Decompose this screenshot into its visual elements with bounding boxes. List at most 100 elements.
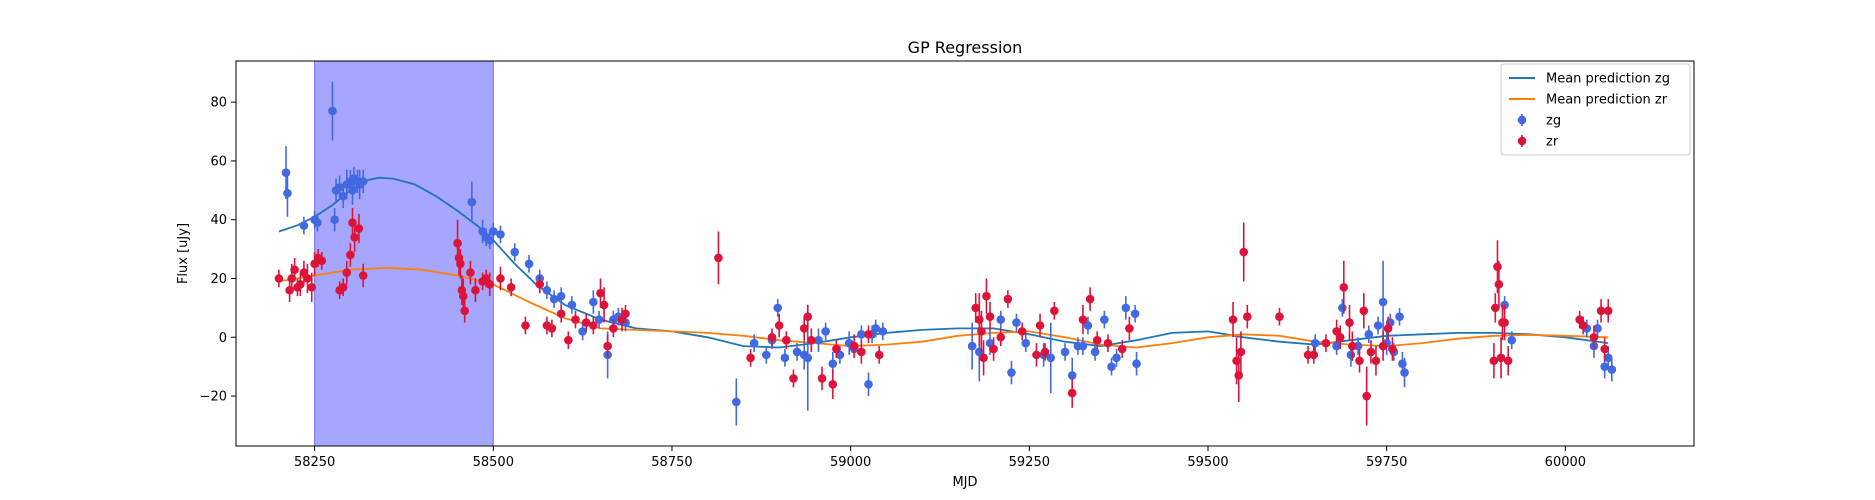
zr-data-point <box>1371 356 1381 366</box>
zg-data-point <box>814 335 823 345</box>
zr-data-point <box>849 341 859 351</box>
zg-data-point <box>335 183 344 192</box>
legend-marker-swatch <box>1517 115 1527 125</box>
zg-data-point <box>328 106 337 116</box>
zg-data-point <box>1600 362 1609 371</box>
zr-data-point <box>1378 341 1388 351</box>
zg-data-point <box>1078 341 1088 351</box>
zr-data-point <box>807 335 816 345</box>
zg-data-point <box>1132 359 1141 369</box>
legend-entry-label: Mean prediction zg <box>1546 72 1670 87</box>
zr-data-point <box>817 374 827 383</box>
zr-data-point <box>982 291 991 301</box>
x-tick-label: 58750 <box>651 455 692 470</box>
zr-data-point <box>535 280 545 289</box>
legend-box <box>1500 63 1691 156</box>
zg-data-point <box>1012 318 1021 327</box>
zr-data-point <box>354 224 364 233</box>
zr-data-point <box>1032 350 1041 360</box>
zg-data-point <box>578 327 587 336</box>
zr-data-point <box>456 259 465 269</box>
zr-data-point <box>857 347 866 357</box>
zg-data-point <box>762 350 771 360</box>
zr-data-point <box>1339 282 1349 292</box>
zr-data-point <box>621 309 630 319</box>
zr-data-point <box>338 282 348 292</box>
zr-data-point <box>1309 350 1319 360</box>
zr-data-point <box>581 318 591 327</box>
zr-data-point <box>1234 371 1244 380</box>
zg-data-point <box>1400 368 1409 377</box>
zr-data-point <box>874 350 884 360</box>
zg-data-point <box>773 303 783 313</box>
zr-data-point <box>1275 312 1284 321</box>
zr-data-point <box>1085 294 1095 304</box>
y-tick-label: −20 <box>200 390 227 405</box>
zr-data-point <box>767 332 777 342</box>
zr-data-point <box>1494 280 1504 289</box>
zr-data-point <box>307 282 317 292</box>
zr-data-point <box>1236 347 1246 357</box>
zr-data-point <box>342 268 352 277</box>
y-tick-label: 20 <box>210 272 227 287</box>
zg-data-point <box>299 221 309 230</box>
zr-data-point <box>350 233 359 242</box>
zr-data-point <box>458 291 468 301</box>
series-zr-points <box>274 207 1613 426</box>
zg-data-point <box>330 215 339 225</box>
zr-data-point <box>603 341 612 351</box>
zg-data-point <box>967 341 977 351</box>
zr-data-point <box>1092 335 1102 345</box>
y-tick-label: 0 <box>219 331 227 346</box>
zg-data-point <box>1378 297 1388 307</box>
chart-title: GP Regression <box>908 38 1023 57</box>
zr-data-point <box>506 282 516 292</box>
zr-data-point <box>979 353 988 363</box>
zg-data-point <box>864 379 873 389</box>
zr-data-point <box>317 256 327 266</box>
zg-data-point <box>1332 341 1341 351</box>
zr-data-point <box>1359 306 1369 316</box>
zg-data-point <box>1603 353 1613 363</box>
zg-data-point <box>281 168 291 177</box>
zg-data-point <box>749 338 759 348</box>
zr-data-point <box>1596 306 1606 316</box>
zg-data-point <box>510 247 520 257</box>
zr-data-point <box>1603 306 1613 316</box>
zr-data-point <box>1050 306 1059 316</box>
zg-data-point <box>1007 368 1016 377</box>
zr-data-point <box>1383 324 1393 333</box>
zg-data-point <box>1593 324 1602 333</box>
x-tick-label: 59250 <box>1009 455 1050 470</box>
zg-data-point <box>313 218 322 227</box>
zr-data-point <box>1589 332 1599 342</box>
zg-data-point <box>1112 353 1121 363</box>
zg-data-point <box>556 291 566 301</box>
zg-data-point <box>857 330 866 339</box>
zr-data-point <box>1500 318 1509 327</box>
zr-data-point <box>609 324 618 333</box>
zr-data-point <box>471 285 480 295</box>
zg-data-point <box>467 197 477 207</box>
zr-data-point <box>496 274 505 283</box>
zg-data-point <box>803 353 813 363</box>
zr-data-point <box>274 274 284 283</box>
zr-data-point <box>1103 338 1113 348</box>
zg-data-point <box>358 177 368 186</box>
zg-data-point <box>524 259 534 269</box>
zg-data-point <box>542 285 552 295</box>
legend-entry-label: Mean prediction zr <box>1546 93 1668 108</box>
y-tick-label: 80 <box>210 96 227 111</box>
zr-data-point <box>832 344 841 354</box>
legend-entry-label: zr <box>1546 135 1559 150</box>
zr-data-point <box>1017 327 1027 336</box>
observation-points-layer <box>274 81 1617 426</box>
zr-data-point <box>1493 262 1502 272</box>
zr-data-point <box>1239 247 1249 257</box>
zr-data-point <box>1345 318 1354 327</box>
x-tick-label: 59500 <box>1187 455 1228 470</box>
zr-data-point <box>1503 356 1513 366</box>
zr-data-point <box>1040 347 1050 357</box>
zr-data-point <box>358 271 368 280</box>
zr-data-point <box>556 309 566 319</box>
